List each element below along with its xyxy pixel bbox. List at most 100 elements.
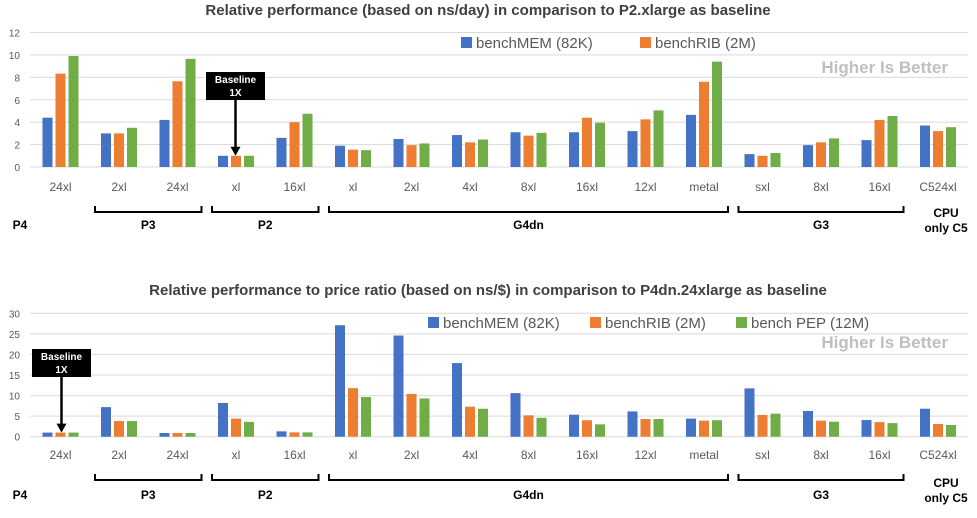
bar-series3-12xl [653, 419, 664, 437]
chart-title: Relative performance to price ratio (bas… [149, 282, 827, 299]
bar-series2-16xl [874, 422, 885, 437]
group-label: P3 [141, 218, 156, 232]
bar-series3-16xl [887, 116, 898, 167]
y-tick-label: 20 [9, 350, 21, 361]
bar-series1-metal [686, 114, 696, 167]
group-label: G3 [813, 218, 829, 232]
group-label-line: CPU [933, 476, 958, 490]
legend-label: benchRIB (2M) [605, 315, 706, 332]
legend-label: benchRIB (2M) [655, 35, 756, 52]
bar-series1-2xl [101, 133, 111, 167]
bar-series3-C524xl [946, 424, 956, 437]
bar-series1-12xl [627, 411, 638, 437]
bar-series1-xl [218, 155, 228, 167]
bar-series1-2xl [101, 407, 111, 437]
bar-series1-16xl [569, 414, 579, 437]
bar-series1-2xl [393, 138, 404, 167]
bar-series2-4xl [465, 406, 475, 437]
bar-series1-4xl [452, 135, 462, 167]
y-tick-label: 10 [9, 392, 21, 403]
x-tick-label: C524xl [919, 180, 956, 194]
group-label-line: CPU [933, 206, 958, 220]
y-tick-label: 0 [14, 163, 20, 174]
baseline-multiplier: 1X [229, 88, 242, 99]
bar-series3-24xl [68, 56, 79, 167]
bar-series2-16xl [289, 432, 300, 437]
bar-series1-12xl [627, 131, 638, 167]
bar-series1-24xl [42, 432, 53, 437]
x-tick-label: 24xl [49, 180, 71, 194]
bar-series3-8xl [536, 417, 547, 437]
group-bracket [94, 206, 203, 213]
x-tick-label: 2xl [111, 180, 126, 194]
bar-series3-2xl [419, 143, 430, 167]
legend-swatch [461, 37, 472, 48]
higher-is-better-annotation: Higher Is Better [821, 58, 948, 77]
bar-series3-metal [712, 61, 722, 168]
bar-series3-metal [712, 420, 722, 437]
x-tick-label: 2xl [404, 448, 419, 462]
x-tick-label: xl [232, 180, 241, 194]
higher-is-better-annotation: Higher Is Better [821, 333, 948, 352]
bar-series1-24xl [42, 117, 53, 167]
bar-series2-metal [699, 420, 709, 437]
bar-series3-4xl [478, 139, 488, 167]
x-tick-label: 8xl [521, 448, 536, 462]
legend-swatch [428, 317, 439, 328]
group-label: P4 [13, 488, 28, 502]
x-tick-label: 12xl [634, 448, 656, 462]
bar-series2-metal [699, 81, 709, 167]
bar-series2-8xl [816, 142, 826, 167]
baseline-callout [206, 72, 265, 100]
bar-series2-12xl [640, 419, 651, 437]
bar-series1-4xl [452, 363, 462, 437]
group-bracket [211, 206, 320, 213]
y-tick-label: 15 [9, 371, 21, 382]
x-tick-label: 4xl [462, 180, 477, 194]
bar-series2-2xl [114, 133, 124, 167]
y-tick-label: 10 [9, 51, 21, 62]
bar-series1-16xl [861, 420, 872, 437]
y-tick-label: 4 [14, 118, 20, 129]
bar-series2-xl [348, 388, 358, 437]
bar-series1-8xl [803, 145, 813, 167]
baseline-callout [32, 349, 91, 377]
x-tick-label: 8xl [813, 448, 828, 462]
bar-series1-xl [218, 402, 228, 437]
bar-series1-2xl [393, 335, 404, 437]
baseline-arrowhead [56, 423, 67, 433]
bar-series2-8xl [523, 415, 534, 437]
bar-series2-C524xl [933, 423, 943, 437]
x-tick-label: 2xl [404, 180, 419, 194]
bar-series1-16xl [276, 431, 287, 437]
group-label-line: only C5 [924, 491, 968, 505]
bar-series2-16xl [582, 420, 592, 437]
group-label-line: only C5 [924, 221, 968, 235]
bar-series2-4xl [465, 142, 475, 167]
x-tick-label: 16xl [576, 180, 598, 194]
bar-series2-16xl [874, 119, 885, 167]
legend-label: benchMEM (82K) [443, 315, 560, 332]
x-tick-label: C524xl [919, 448, 956, 462]
x-tick-label: xl [232, 448, 241, 462]
bar-series2-24xl [172, 432, 183, 437]
x-tick-label: xl [349, 180, 358, 194]
x-tick-label: 8xl [521, 180, 536, 194]
bar-series1-8xl [510, 132, 521, 167]
y-tick-label: 25 [9, 330, 21, 341]
x-tick-label: sxl [755, 448, 770, 462]
bar-series2-sxl [757, 414, 768, 437]
bar-series3-12xl [653, 110, 664, 167]
legend-label: benchMEM (82K) [476, 35, 593, 52]
y-tick-label: 6 [14, 96, 20, 107]
chart-2: Relative performance to price ratio (bas… [9, 282, 968, 505]
y-tick-label: 0 [14, 433, 20, 444]
bar-series3-16xl [887, 423, 898, 437]
group-bracket [94, 474, 203, 481]
x-tick-label: 4xl [462, 448, 477, 462]
bar-series2-8xl [523, 135, 534, 167]
group-label: G3 [813, 488, 829, 502]
bar-series2-24xl [55, 73, 66, 167]
baseline-arrowhead [230, 146, 241, 156]
bar-series1-C524xl [920, 125, 930, 167]
